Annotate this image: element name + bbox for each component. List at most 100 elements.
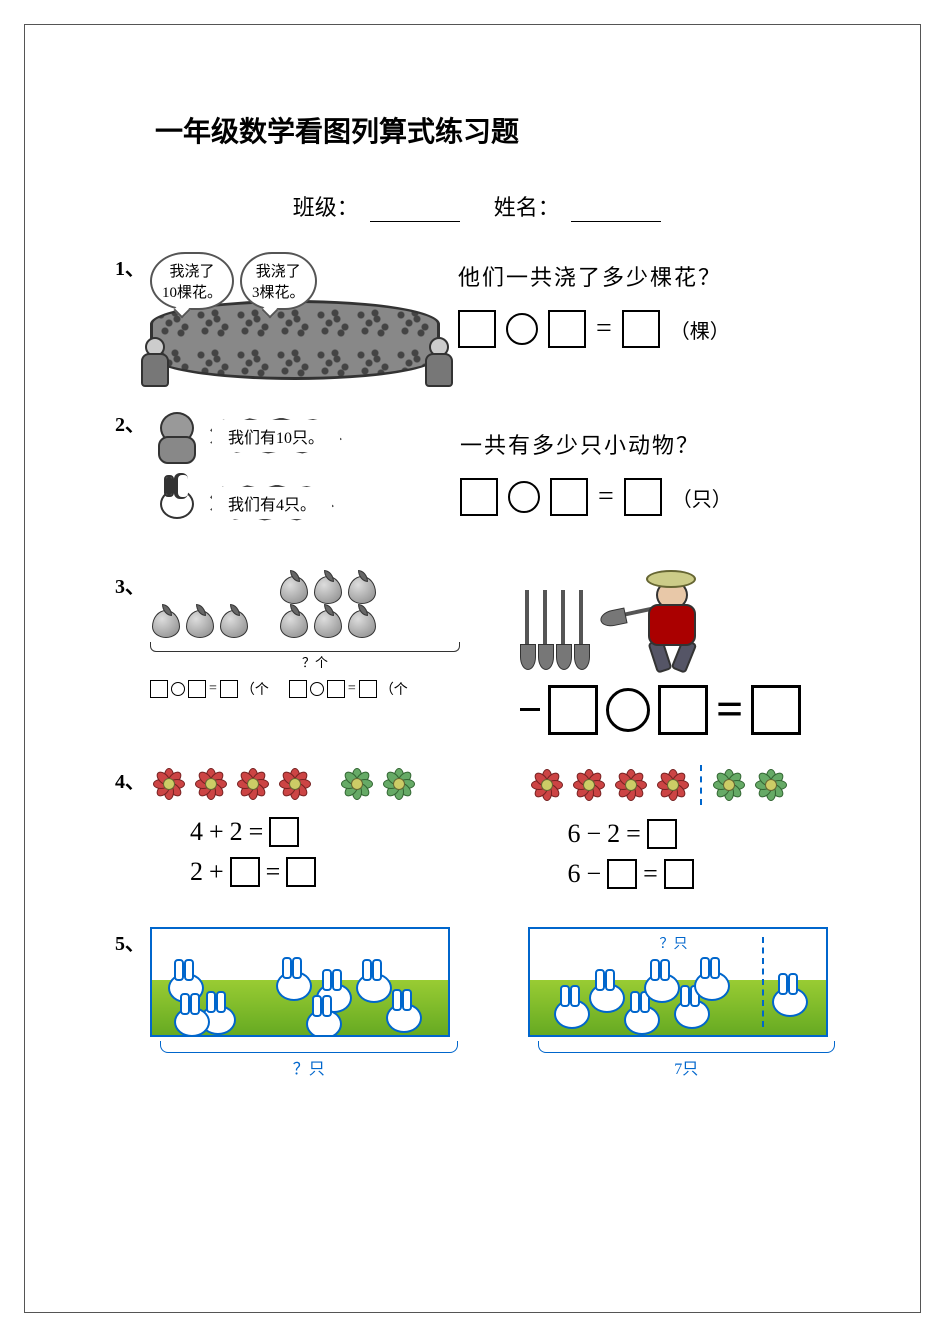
shovels-standing (520, 590, 588, 670)
p3-mini-equations: = （个 = （个 (150, 677, 480, 699)
peach-icon (346, 604, 376, 638)
class-label: 班级： (293, 195, 359, 220)
peach-icon (346, 570, 376, 604)
divider-icon (762, 937, 764, 1027)
p4l-eq1-res[interactable] (269, 817, 299, 847)
p2-monkey-bubble: 我们有10只。 (210, 418, 342, 454)
bracket-icon (150, 642, 460, 652)
p3a-res[interactable] (220, 680, 238, 698)
peach-icon (184, 604, 214, 638)
p1-equation: = （棵） (458, 310, 845, 348)
flower-green-icon (710, 766, 748, 804)
flower-red-icon (654, 766, 692, 804)
problem-5-number: 5、 (115, 927, 150, 1079)
name-blank[interactable] (571, 221, 661, 222)
p1-illustration: 我浇了 10棵花。 我浇了 3棵花。 (150, 252, 440, 380)
problem-3-number: 3、 (115, 570, 150, 737)
problem-2-number: 2、 (115, 408, 150, 542)
p3c-op1[interactable] (548, 685, 598, 735)
p4l-eq2-op: + (209, 857, 224, 887)
p5-right: ？只 7只 (528, 927, 846, 1079)
flower-red-icon (150, 765, 188, 803)
rabbit-icon (690, 957, 730, 1001)
p3c-res[interactable] (751, 685, 801, 735)
flower-red-icon (276, 765, 314, 803)
flower-red-icon (612, 766, 650, 804)
p4l-eq2-a: 2 (190, 857, 203, 887)
p4l-eq2-res[interactable] (286, 857, 316, 887)
p4l-eq2-b[interactable] (230, 857, 260, 887)
p2-rabbit-bubble: 我们有4只。 (210, 485, 334, 521)
flower-red-icon (192, 765, 230, 803)
problem-2: 2、 我们有10只。 我们有4只。 一共有多少只小动物？ = (115, 408, 845, 542)
p2-unit: （只） (672, 483, 732, 512)
kid-left-icon (139, 337, 167, 387)
p4l-eq1-op: + (209, 817, 224, 847)
p3b-op2[interactable] (327, 680, 345, 698)
p3-bracket-label: ？个 (150, 652, 480, 671)
p5-left: ？只 (150, 927, 468, 1079)
p4-right: 6 − 2 = 6 − = (528, 765, 846, 899)
p5-right-label: 7只 (528, 1055, 846, 1079)
worksheet-page: 一年级数学看图列算式练习题 班级： 姓名： 1、 我浇了 10棵花。 我浇了 3… (0, 0, 945, 1147)
p3a-op2[interactable] (188, 680, 206, 698)
p2-operand-2[interactable] (550, 478, 588, 516)
p4-left: 4 + 2 = 2 + = (150, 765, 468, 899)
p3-peach-section: ？个 = （个 = (150, 570, 480, 737)
shovel-icon (574, 590, 588, 670)
p4l-eq1-b: 2 (230, 817, 243, 847)
p1-bubble-2: 我浇了 3棵花。 (240, 252, 317, 310)
shovel-icon (538, 590, 552, 670)
flower-red-icon (234, 765, 272, 803)
shovel-icon (520, 590, 534, 670)
peach-icon (278, 570, 308, 604)
flowerbed-icon (150, 300, 440, 380)
p3b-oper[interactable] (310, 682, 324, 696)
equals-icon: = (249, 817, 264, 847)
problem-4: 4、 4 + 2 = 2 + = (115, 765, 845, 899)
class-blank[interactable] (370, 221, 460, 222)
problem-1: 1、 我浇了 10棵花。 我浇了 3棵花。 他们一共浇了多少棵花？ = (115, 252, 845, 380)
flower-green-icon (752, 766, 790, 804)
p2-question: 一共有多少只小动物？ (460, 428, 845, 460)
p2-operand-1[interactable] (460, 478, 498, 516)
p1-operand-1[interactable] (458, 310, 496, 348)
p3c-op2[interactable] (658, 685, 708, 735)
p2-result[interactable] (624, 478, 662, 516)
problem-3: 3、 ？个 = (115, 570, 845, 737)
p1-result[interactable] (622, 310, 660, 348)
p3-shovel-section: = (520, 570, 845, 737)
p4r-eq2-res[interactable] (664, 859, 694, 889)
equals-icon: = (626, 819, 641, 849)
p3b-res[interactable] (359, 680, 377, 698)
p3c-oper[interactable] (606, 688, 650, 732)
equals-icon: = (716, 682, 743, 737)
p1-operand-2[interactable] (548, 310, 586, 348)
peach-icon (218, 604, 248, 638)
p1-operator[interactable] (506, 313, 538, 345)
p3a-unit: （个 (241, 679, 269, 699)
p3a-oper[interactable] (171, 682, 185, 696)
p1-bubble-1: 我浇了 10棵花。 (150, 252, 234, 310)
peach-icon (150, 604, 180, 638)
divider-icon (700, 765, 702, 805)
p4r-eq1-a: 6 (568, 819, 581, 849)
p4l-eq1-a: 4 (190, 817, 203, 847)
rabbit-icon (150, 475, 200, 530)
bracket-icon (538, 1041, 836, 1053)
equals-icon: = (266, 857, 281, 887)
p3b-unit: （个 (380, 679, 408, 699)
p3a-op1[interactable] (150, 680, 168, 698)
p1-unit: （棵） (670, 315, 730, 344)
p4r-eq2-b[interactable] (607, 859, 637, 889)
rabbit-icon (585, 969, 625, 1013)
flower-green-icon (338, 765, 376, 803)
p2-operator[interactable] (508, 481, 540, 513)
p3b-op1[interactable] (289, 680, 307, 698)
equals-icon: = (596, 313, 612, 345)
p4r-eq1-op: − (587, 819, 602, 849)
p4r-eq1-res[interactable] (647, 819, 677, 849)
equals-icon: = (598, 481, 614, 513)
bracket-icon (160, 1041, 458, 1053)
rabbit-icon (550, 985, 590, 1029)
